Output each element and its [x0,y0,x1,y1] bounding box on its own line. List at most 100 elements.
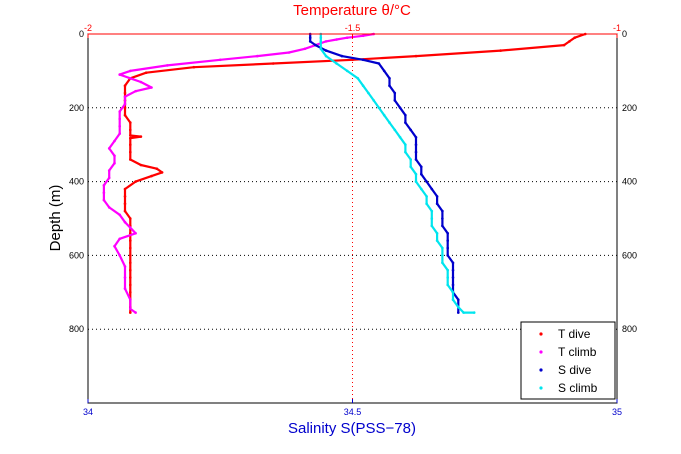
data-point [409,165,413,169]
y-tick-label-right: 400 [622,177,637,187]
data-point [155,167,159,170]
data-point [409,128,413,132]
legend-label: T dive [558,327,591,341]
data-point [446,232,450,235]
data-point [372,99,376,102]
data-point [425,180,428,183]
data-point [123,102,127,106]
data-point [425,195,428,198]
data-point [134,180,137,183]
data-point [441,254,444,257]
data-point [451,298,455,302]
data-point [123,84,127,87]
data-point [123,287,127,290]
data-point [134,89,137,93]
y-axis-title: Depth (m) [47,185,64,252]
data-point [324,40,328,43]
data-point [562,43,566,47]
bottom-axis-title: Salinity S(PSS−78) [288,420,416,437]
legend-label: S dive [558,363,592,377]
data-point [113,154,116,158]
top-tick-label: -1.5 [345,23,361,33]
data-point [451,276,455,279]
data-point [446,239,450,242]
data-point [420,165,423,169]
data-point [118,237,121,241]
top-tick-label: -2 [84,23,92,33]
data-point [129,283,132,287]
data-point [134,311,137,314]
data-point [472,311,476,314]
data-point [123,95,127,98]
data-point [457,311,460,314]
data-point [451,291,455,294]
data-point [430,224,434,228]
data-point [414,150,418,154]
data-point [446,254,450,257]
data-point [160,171,164,174]
data-point [430,209,434,213]
bottom-tick-label: 34 [83,407,93,417]
data-point [129,134,132,137]
data-point [139,135,143,138]
data-point [129,307,132,311]
data-point [118,73,121,76]
data-point [446,268,450,272]
data-point [144,71,148,74]
data-point [129,77,132,80]
data-point [335,62,338,65]
data-point [441,261,444,265]
data-point [324,49,328,52]
y-tick-label-left: 800 [69,324,84,334]
data-point [118,213,121,217]
y-tick-label-right: 600 [622,250,637,260]
data-point [377,106,381,110]
data-point [314,43,317,47]
y-tick-label-left: 600 [69,250,84,260]
data-point [123,276,127,279]
data-point [166,64,169,67]
data-point [150,86,153,89]
data-point [457,298,460,302]
data-point [319,47,323,51]
data-point [382,113,386,117]
data-point [451,268,455,272]
data-point [319,36,323,39]
data-point [393,99,397,102]
data-point [129,261,132,265]
legend-marker [539,332,543,336]
legend-marker [539,368,543,372]
y-tick-label-right: 200 [622,103,637,113]
y-tick-label-left: 0 [79,29,84,39]
data-point [123,91,127,95]
data-point [377,62,381,65]
data-point [393,128,397,132]
data-point [102,184,106,187]
data-point [356,77,360,80]
legend-marker [539,386,543,390]
data-point [129,217,132,220]
data-point [303,47,307,51]
data-point [255,54,259,58]
data-point [118,254,121,257]
data-point [129,136,132,140]
data-point [404,121,407,124]
data-point [123,106,127,110]
data-point [446,283,450,287]
data-point [361,84,365,87]
data-point [441,209,444,213]
data-point [499,49,502,52]
data-point [441,246,444,250]
data-point [462,311,465,314]
data-point [123,220,127,224]
data-point [107,169,111,172]
data-point [388,84,391,87]
data-point [414,172,418,176]
data-point [324,54,328,58]
data-point [129,150,132,154]
data-point [123,195,127,198]
data-point [129,143,132,146]
data-point [430,187,434,191]
data-point [107,176,111,180]
y-tick-label-left: 400 [69,177,84,187]
